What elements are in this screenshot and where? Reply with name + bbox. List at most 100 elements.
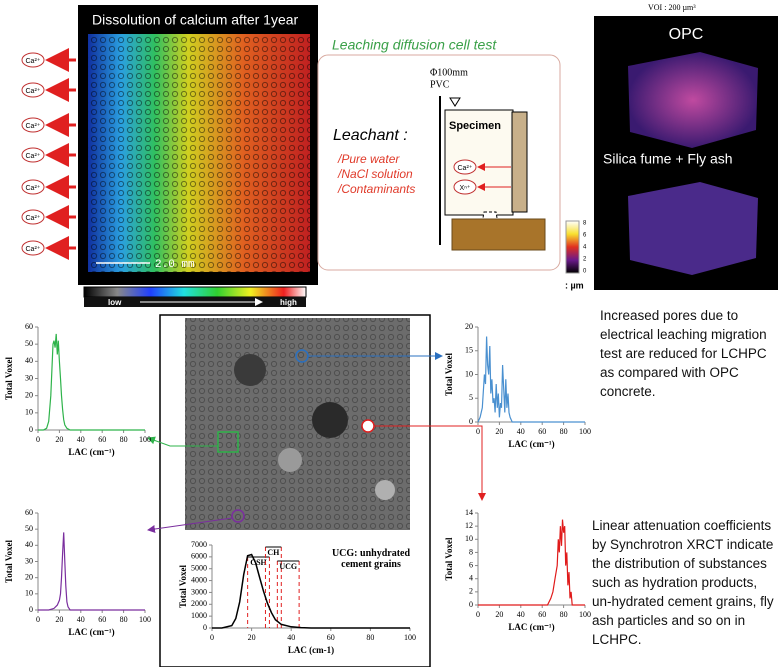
- micrograph-title: Dissolution of calcium after 1year: [92, 12, 299, 28]
- x-tick-label: 60: [327, 633, 335, 642]
- y-tick-label: 30: [25, 556, 33, 565]
- y-tick-label: 10: [465, 369, 473, 378]
- y-tick-label: 50: [25, 524, 33, 533]
- micrograph-texture: [88, 34, 310, 272]
- region-label: CH: [267, 548, 280, 557]
- cell-title: Leaching diffusion cell test: [332, 37, 497, 53]
- series-line: [478, 337, 585, 423]
- diameter-label: Φ100mm: [430, 67, 468, 78]
- y-tick-label: 8: [469, 547, 473, 556]
- sf-label: Silica fume + Fly ash: [603, 151, 733, 167]
- x-tick-label: 80: [560, 610, 568, 619]
- x-tick-label: 100: [579, 427, 591, 436]
- specimen-label: Specimen: [449, 120, 501, 132]
- x-tick-label: 40: [287, 633, 295, 642]
- y-tick-label: 60: [25, 322, 33, 331]
- low-label: low: [108, 298, 122, 307]
- y-axis-label: Total Voxel: [444, 353, 454, 396]
- annotation: UCG: unhydrated cement grains: [318, 548, 424, 570]
- pvc-label: PVC: [430, 79, 450, 90]
- roi-red: [362, 420, 374, 432]
- page: Dissolution of calcium after 1year 2.0 m…: [0, 0, 778, 667]
- y-tick-label: 5000: [191, 564, 207, 573]
- x-tick-label: 40: [517, 610, 525, 619]
- y-tick-label: 0: [469, 417, 473, 426]
- x-tick-label: 80: [560, 427, 568, 436]
- x-tick-label: 60: [538, 427, 546, 436]
- note: Increased pores due to electrical leachi…: [600, 306, 778, 401]
- x-tick-label: 100: [404, 633, 416, 642]
- x-tick-label: 40: [517, 427, 525, 436]
- x-tick-label: 60: [538, 610, 546, 619]
- y-axis-label: Total Voxel: [4, 540, 14, 583]
- y-tick-label: 40: [25, 356, 33, 365]
- note: Linear attenuation coefficients by Synch…: [592, 516, 778, 649]
- y-tick-label: 40: [25, 540, 33, 549]
- y-tick-label: 0: [469, 600, 473, 609]
- y-axis-label: Total Voxel: [444, 537, 454, 580]
- x-tick-label: 0: [476, 610, 480, 619]
- colorbar-unit: : µm: [565, 280, 584, 290]
- x-tick-label: 20: [248, 633, 256, 642]
- sf-volume: [628, 182, 758, 275]
- colorbar-tick: 6: [583, 233, 587, 239]
- y-tick-label: 0: [203, 623, 207, 632]
- high-label: high: [280, 298, 297, 307]
- ion-label: Ca²⁺: [26, 58, 41, 65]
- x-tick-label: 0: [210, 633, 214, 642]
- grain: [278, 448, 302, 472]
- x-tick-label: 80: [120, 615, 128, 624]
- y-tick-label: 15: [465, 346, 473, 355]
- y-tick-label: 0: [29, 425, 33, 434]
- leachant-item: /Contaminants: [337, 182, 415, 196]
- y-axis-label: Total Voxel: [178, 565, 188, 608]
- x-tick-label: 0: [36, 615, 40, 624]
- y-tick-label: 6000: [191, 552, 207, 561]
- x-tick-label: 20: [55, 435, 63, 444]
- x-tick-label: 100: [579, 610, 591, 619]
- grain: [375, 480, 395, 500]
- x-tick-label: 60: [98, 435, 106, 444]
- x-tick-label: 0: [36, 435, 40, 444]
- leachant-item: /NaCl solution: [337, 167, 413, 181]
- x-tick-label: 20: [495, 427, 503, 436]
- y-tick-label: 20: [25, 572, 33, 581]
- x-tick-label: 100: [139, 615, 151, 624]
- leachant-label: Leachant :: [333, 127, 408, 144]
- colorbar-tick: 0: [583, 269, 587, 275]
- region-label: UCG: [279, 562, 297, 571]
- ion-label: Ca²⁺: [26, 215, 41, 222]
- opc-label: OPC: [669, 26, 704, 43]
- y-tick-label: 50: [25, 339, 33, 348]
- wood-base: [452, 219, 545, 250]
- x-axis-label: LAC (cm⁻¹): [68, 447, 114, 457]
- y-tick-label: 4000: [191, 575, 207, 584]
- x-axis-label: LAC (cm-1): [288, 645, 334, 655]
- series-line: [38, 532, 145, 610]
- y-tick-label: 1000: [191, 611, 207, 620]
- y-tick-label: 20: [465, 322, 473, 331]
- y-tick-label: 12: [465, 521, 473, 530]
- depth-colorbar: [566, 221, 579, 273]
- y-tick-label: 10: [465, 534, 473, 543]
- series-line: [478, 520, 585, 605]
- x-tick-label: 80: [120, 435, 128, 444]
- y-tick-label: 6: [469, 560, 473, 569]
- water-level: [450, 98, 460, 106]
- ion-label: Ca²⁺: [26, 246, 41, 253]
- voi-label: VOI : 200 µm³: [648, 3, 696, 12]
- x-tick-label: 0: [476, 427, 480, 436]
- x-tick-label: 20: [495, 610, 503, 619]
- y-tick-label: 0: [29, 605, 33, 614]
- pore: [312, 402, 348, 438]
- series-line: [38, 334, 145, 430]
- leachant-item: /Pure water: [337, 152, 400, 166]
- y-tick-label: 7000: [191, 540, 207, 549]
- x-axis-label: LAC (cm⁻¹): [68, 627, 114, 637]
- ion-label: Ca²⁺: [26, 185, 41, 192]
- x-tick-label: 80: [366, 633, 374, 642]
- x-tick-label: 40: [77, 615, 85, 624]
- pore: [234, 354, 266, 386]
- ion-label: Xⁿ⁺: [460, 185, 471, 192]
- y-tick-label: 20: [25, 390, 33, 399]
